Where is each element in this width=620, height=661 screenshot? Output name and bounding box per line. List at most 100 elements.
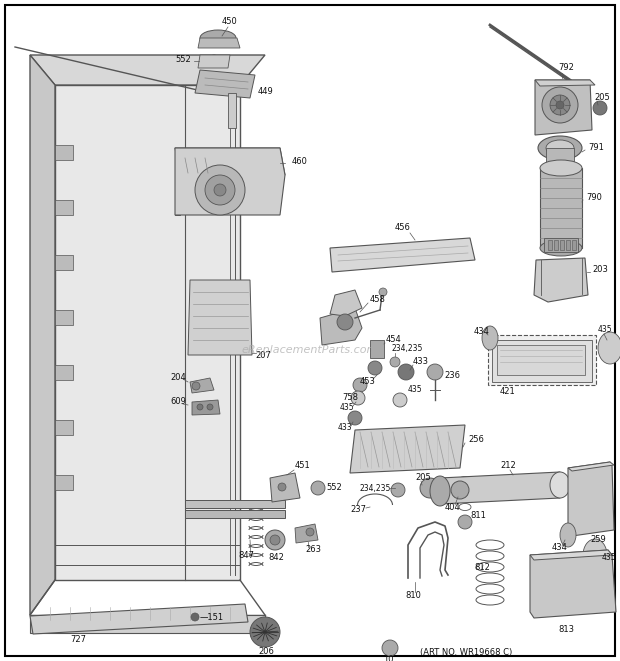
- Text: eReplacementParts.com: eReplacementParts.com: [242, 345, 378, 355]
- Circle shape: [191, 613, 199, 621]
- Text: 758: 758: [342, 393, 358, 403]
- Text: 212: 212: [500, 461, 516, 471]
- Circle shape: [458, 515, 472, 529]
- Ellipse shape: [482, 326, 498, 350]
- Circle shape: [207, 404, 213, 410]
- Polygon shape: [195, 70, 255, 98]
- Polygon shape: [30, 55, 55, 615]
- Text: 263: 263: [305, 545, 321, 555]
- Circle shape: [250, 617, 280, 647]
- Circle shape: [420, 478, 440, 498]
- Text: 450: 450: [222, 17, 237, 26]
- Bar: [544, 238, 578, 252]
- Text: 234,235: 234,235: [392, 344, 423, 352]
- Bar: [228, 93, 236, 128]
- Bar: [30, 615, 265, 633]
- Text: 609: 609: [170, 397, 186, 407]
- Text: 204: 204: [170, 373, 186, 383]
- Polygon shape: [440, 472, 560, 504]
- Bar: [566, 240, 570, 250]
- Bar: [185, 500, 285, 508]
- Bar: [370, 340, 384, 358]
- Polygon shape: [530, 550, 616, 618]
- Polygon shape: [175, 175, 180, 215]
- Text: 434: 434: [552, 543, 568, 553]
- Ellipse shape: [546, 140, 574, 156]
- Bar: [572, 240, 576, 250]
- Text: 847: 847: [238, 551, 254, 561]
- Text: 460: 460: [292, 157, 308, 167]
- Text: (ART NO. WR19668 C): (ART NO. WR19668 C): [420, 648, 512, 656]
- Circle shape: [205, 175, 235, 205]
- Bar: [560, 240, 564, 250]
- Polygon shape: [175, 148, 285, 215]
- Polygon shape: [190, 378, 214, 393]
- Text: 434: 434: [474, 327, 490, 336]
- Text: 811: 811: [470, 512, 486, 520]
- Bar: [554, 240, 558, 250]
- Text: 236: 236: [444, 371, 460, 379]
- Text: 454: 454: [386, 336, 402, 344]
- Circle shape: [214, 184, 226, 196]
- Polygon shape: [55, 475, 73, 490]
- Text: 813: 813: [558, 625, 574, 635]
- Ellipse shape: [560, 523, 576, 547]
- Polygon shape: [30, 604, 248, 634]
- Polygon shape: [55, 365, 73, 380]
- Text: 234,235: 234,235: [360, 483, 391, 492]
- Text: 812: 812: [474, 563, 490, 572]
- Polygon shape: [192, 400, 220, 415]
- Circle shape: [192, 382, 200, 390]
- Ellipse shape: [583, 539, 607, 571]
- Ellipse shape: [430, 476, 450, 506]
- Circle shape: [278, 483, 286, 491]
- Polygon shape: [568, 462, 614, 471]
- Ellipse shape: [200, 30, 236, 46]
- Text: 552: 552: [175, 56, 191, 65]
- Ellipse shape: [538, 136, 582, 160]
- Polygon shape: [350, 425, 465, 473]
- Text: 727: 727: [70, 635, 86, 644]
- Text: 205: 205: [594, 93, 609, 102]
- Text: 449: 449: [258, 87, 274, 95]
- Polygon shape: [330, 290, 362, 316]
- Text: —151: —151: [200, 613, 224, 621]
- Text: 791: 791: [588, 143, 604, 153]
- Circle shape: [209, 55, 219, 65]
- Circle shape: [195, 165, 245, 215]
- Circle shape: [391, 483, 405, 497]
- Bar: [497, 345, 585, 375]
- Circle shape: [337, 314, 353, 330]
- Circle shape: [382, 640, 398, 656]
- Polygon shape: [540, 168, 582, 248]
- Bar: [546, 148, 574, 168]
- Circle shape: [550, 95, 570, 115]
- Polygon shape: [55, 200, 73, 215]
- Circle shape: [593, 101, 607, 115]
- Polygon shape: [55, 310, 73, 325]
- Ellipse shape: [540, 240, 582, 256]
- Text: 810: 810: [405, 592, 421, 600]
- Bar: [185, 510, 285, 518]
- Text: 259: 259: [590, 535, 606, 545]
- Circle shape: [427, 364, 443, 380]
- Polygon shape: [188, 280, 252, 355]
- Polygon shape: [55, 145, 73, 160]
- Polygon shape: [568, 462, 614, 536]
- Circle shape: [556, 101, 564, 109]
- Text: 453: 453: [360, 377, 376, 387]
- Circle shape: [265, 530, 285, 550]
- Polygon shape: [30, 55, 265, 85]
- Polygon shape: [198, 38, 240, 48]
- Polygon shape: [270, 473, 300, 502]
- Text: 458: 458: [370, 295, 386, 305]
- Polygon shape: [175, 148, 285, 175]
- Polygon shape: [534, 258, 588, 302]
- Text: 433: 433: [413, 358, 429, 366]
- Text: 790: 790: [586, 194, 602, 202]
- Circle shape: [368, 361, 382, 375]
- Ellipse shape: [598, 332, 620, 364]
- Ellipse shape: [550, 472, 570, 498]
- Text: 435: 435: [602, 553, 617, 563]
- Text: 206: 206: [258, 648, 274, 656]
